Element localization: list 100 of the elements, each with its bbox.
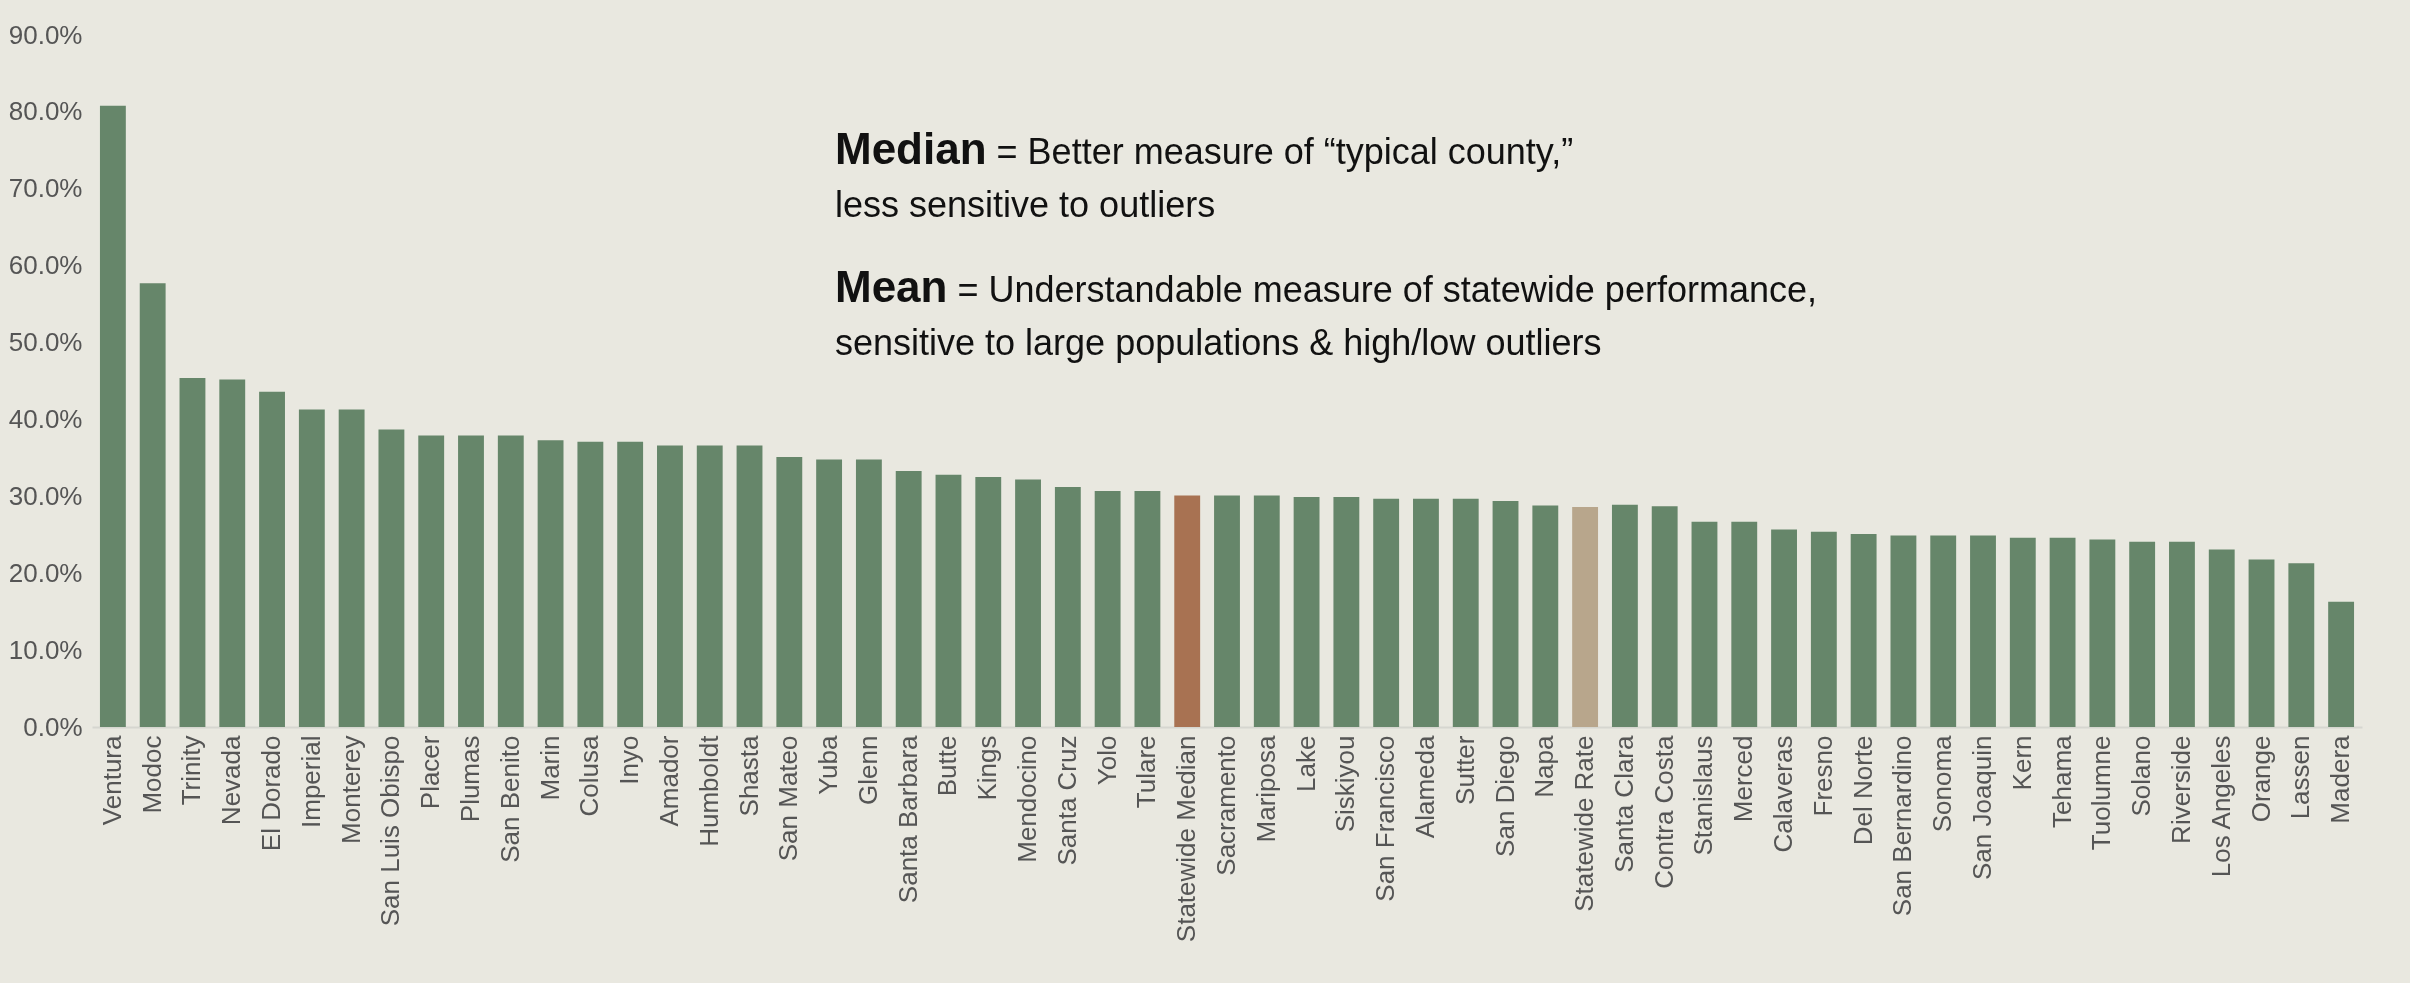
x-tick-label: Amador (653, 735, 684, 827)
x-tick-label: Sacramento (1211, 735, 1241, 876)
bar (1611, 504, 1638, 727)
x-tick-label: Merced (1728, 735, 1759, 823)
x-tick-label: El Dorado (256, 735, 287, 852)
x-tick-label: Humboldt (693, 734, 724, 847)
y-tick-label: 70.0% (8, 173, 83, 204)
bar (1930, 535, 1957, 727)
x-tick-label: Butte (932, 735, 963, 797)
bar (99, 105, 126, 727)
bar (855, 459, 882, 727)
bar (577, 441, 604, 727)
bar (1532, 505, 1559, 727)
bar (657, 445, 683, 727)
x-tick-label: Santa Clara (1608, 734, 1639, 873)
x-tick-label: Los Angeles (2205, 735, 2236, 878)
bar (816, 459, 843, 727)
x-tick-label: Lassen (2285, 735, 2316, 820)
x-tick-label: Glenn (852, 735, 883, 805)
x-tick-label: Sutter (1449, 735, 1480, 805)
x-tick-label: Ventura (96, 734, 127, 826)
x-tick-label: Riverside (2165, 735, 2196, 844)
x-tick-label: Madera (2325, 734, 2356, 824)
x-tick-label: Tehama (2046, 734, 2077, 828)
bar (1413, 498, 1439, 727)
bar (2129, 541, 2156, 727)
x-tick-label: Solano (2126, 735, 2157, 817)
x-tick-label: Lake (1290, 735, 1321, 792)
bar (537, 440, 564, 727)
x-tick-label: Marin (534, 735, 565, 801)
x-tick-label: San Mateo (773, 735, 804, 862)
bar (2288, 563, 2315, 727)
y-tick-label: 90.0% (8, 19, 83, 50)
x-tick-label: Shasta (733, 734, 764, 817)
bar (1373, 498, 1400, 727)
bar (1970, 535, 1996, 727)
x-tick-label: Inyo (614, 735, 645, 785)
bar (259, 391, 285, 727)
x-tick-label: Imperial (295, 735, 326, 828)
x-tick-label: Kings (972, 735, 1003, 801)
bar (219, 379, 246, 727)
x-tick-label: San Joaquin (1967, 735, 1997, 881)
bar (418, 435, 445, 727)
bar (1731, 521, 1758, 727)
y-tick-label: 10.0% (8, 634, 83, 665)
x-tick-label: Sonoma (1927, 734, 1958, 833)
x-tick-label: Stanislaus (1688, 735, 1719, 856)
x-tick-label: Del Norte (1847, 735, 1878, 846)
bar (975, 477, 1002, 727)
annotation: Mean = Understandable measure of statewide performance, sensitive to large populations & high/low outliers (835, 261, 1817, 365)
x-tick-label: Santa Barbara (892, 734, 923, 904)
bar (458, 435, 484, 727)
bar (1094, 490, 1121, 727)
x-tick-label: Monterey (335, 735, 366, 844)
bar (935, 474, 962, 727)
x-tick-label: Statewide Median (1171, 735, 1202, 943)
bar (1810, 531, 1837, 727)
bar (1850, 534, 1877, 727)
bar (1691, 521, 1718, 727)
bar (1572, 507, 1599, 727)
x-tick-label: Nevada (216, 734, 247, 826)
x-tick-label: Placer (415, 735, 446, 810)
x-tick-label: Mariposa (1250, 734, 1281, 843)
y-tick-label: 60.0% (8, 250, 83, 281)
x-tick-label: Yuba (813, 734, 844, 795)
bar (1054, 487, 1081, 727)
bar (895, 470, 922, 727)
y-tick-label: 40.0% (8, 403, 83, 434)
bar (338, 409, 365, 727)
x-tick-label: Statewide Rate (1569, 735, 1600, 912)
bar (617, 441, 644, 727)
x-tick-label: Trinity (176, 735, 207, 806)
bar (1134, 490, 1161, 727)
bar (1293, 497, 1320, 727)
bar (1214, 495, 1240, 727)
x-tick-label: Mendocino (1012, 735, 1043, 863)
bar (1651, 506, 1678, 727)
y-tick-label: 80.0% (8, 96, 83, 127)
bar (497, 435, 524, 727)
x-tick-label: Yolo (1091, 735, 1122, 786)
x-tick-label: Fresno (1807, 735, 1838, 817)
bar (139, 283, 166, 727)
x-tick-label: San Luis Obispo (375, 735, 406, 927)
bar (1890, 535, 1917, 727)
x-tick-label: Colusa (574, 734, 605, 817)
x-tick-label: Calaveras (1768, 735, 1799, 853)
x-tick-label: Siskiyou (1330, 735, 1361, 833)
x-tick-label: Plumas (455, 735, 485, 823)
bar (378, 429, 405, 727)
x-tick-label: Contra Costa (1648, 734, 1679, 889)
y-tick-label: 30.0% (8, 480, 83, 511)
x-tick-label: Kern (2006, 735, 2037, 791)
bar (298, 409, 325, 727)
bar (1333, 497, 1360, 727)
x-tick-label: San Benito (494, 735, 525, 863)
y-tick-label: 0.0% (23, 711, 83, 742)
bar (2328, 601, 2355, 727)
bar (1174, 495, 1201, 727)
bar (2089, 539, 2116, 727)
x-tick-label: San Diego (1489, 735, 1520, 857)
